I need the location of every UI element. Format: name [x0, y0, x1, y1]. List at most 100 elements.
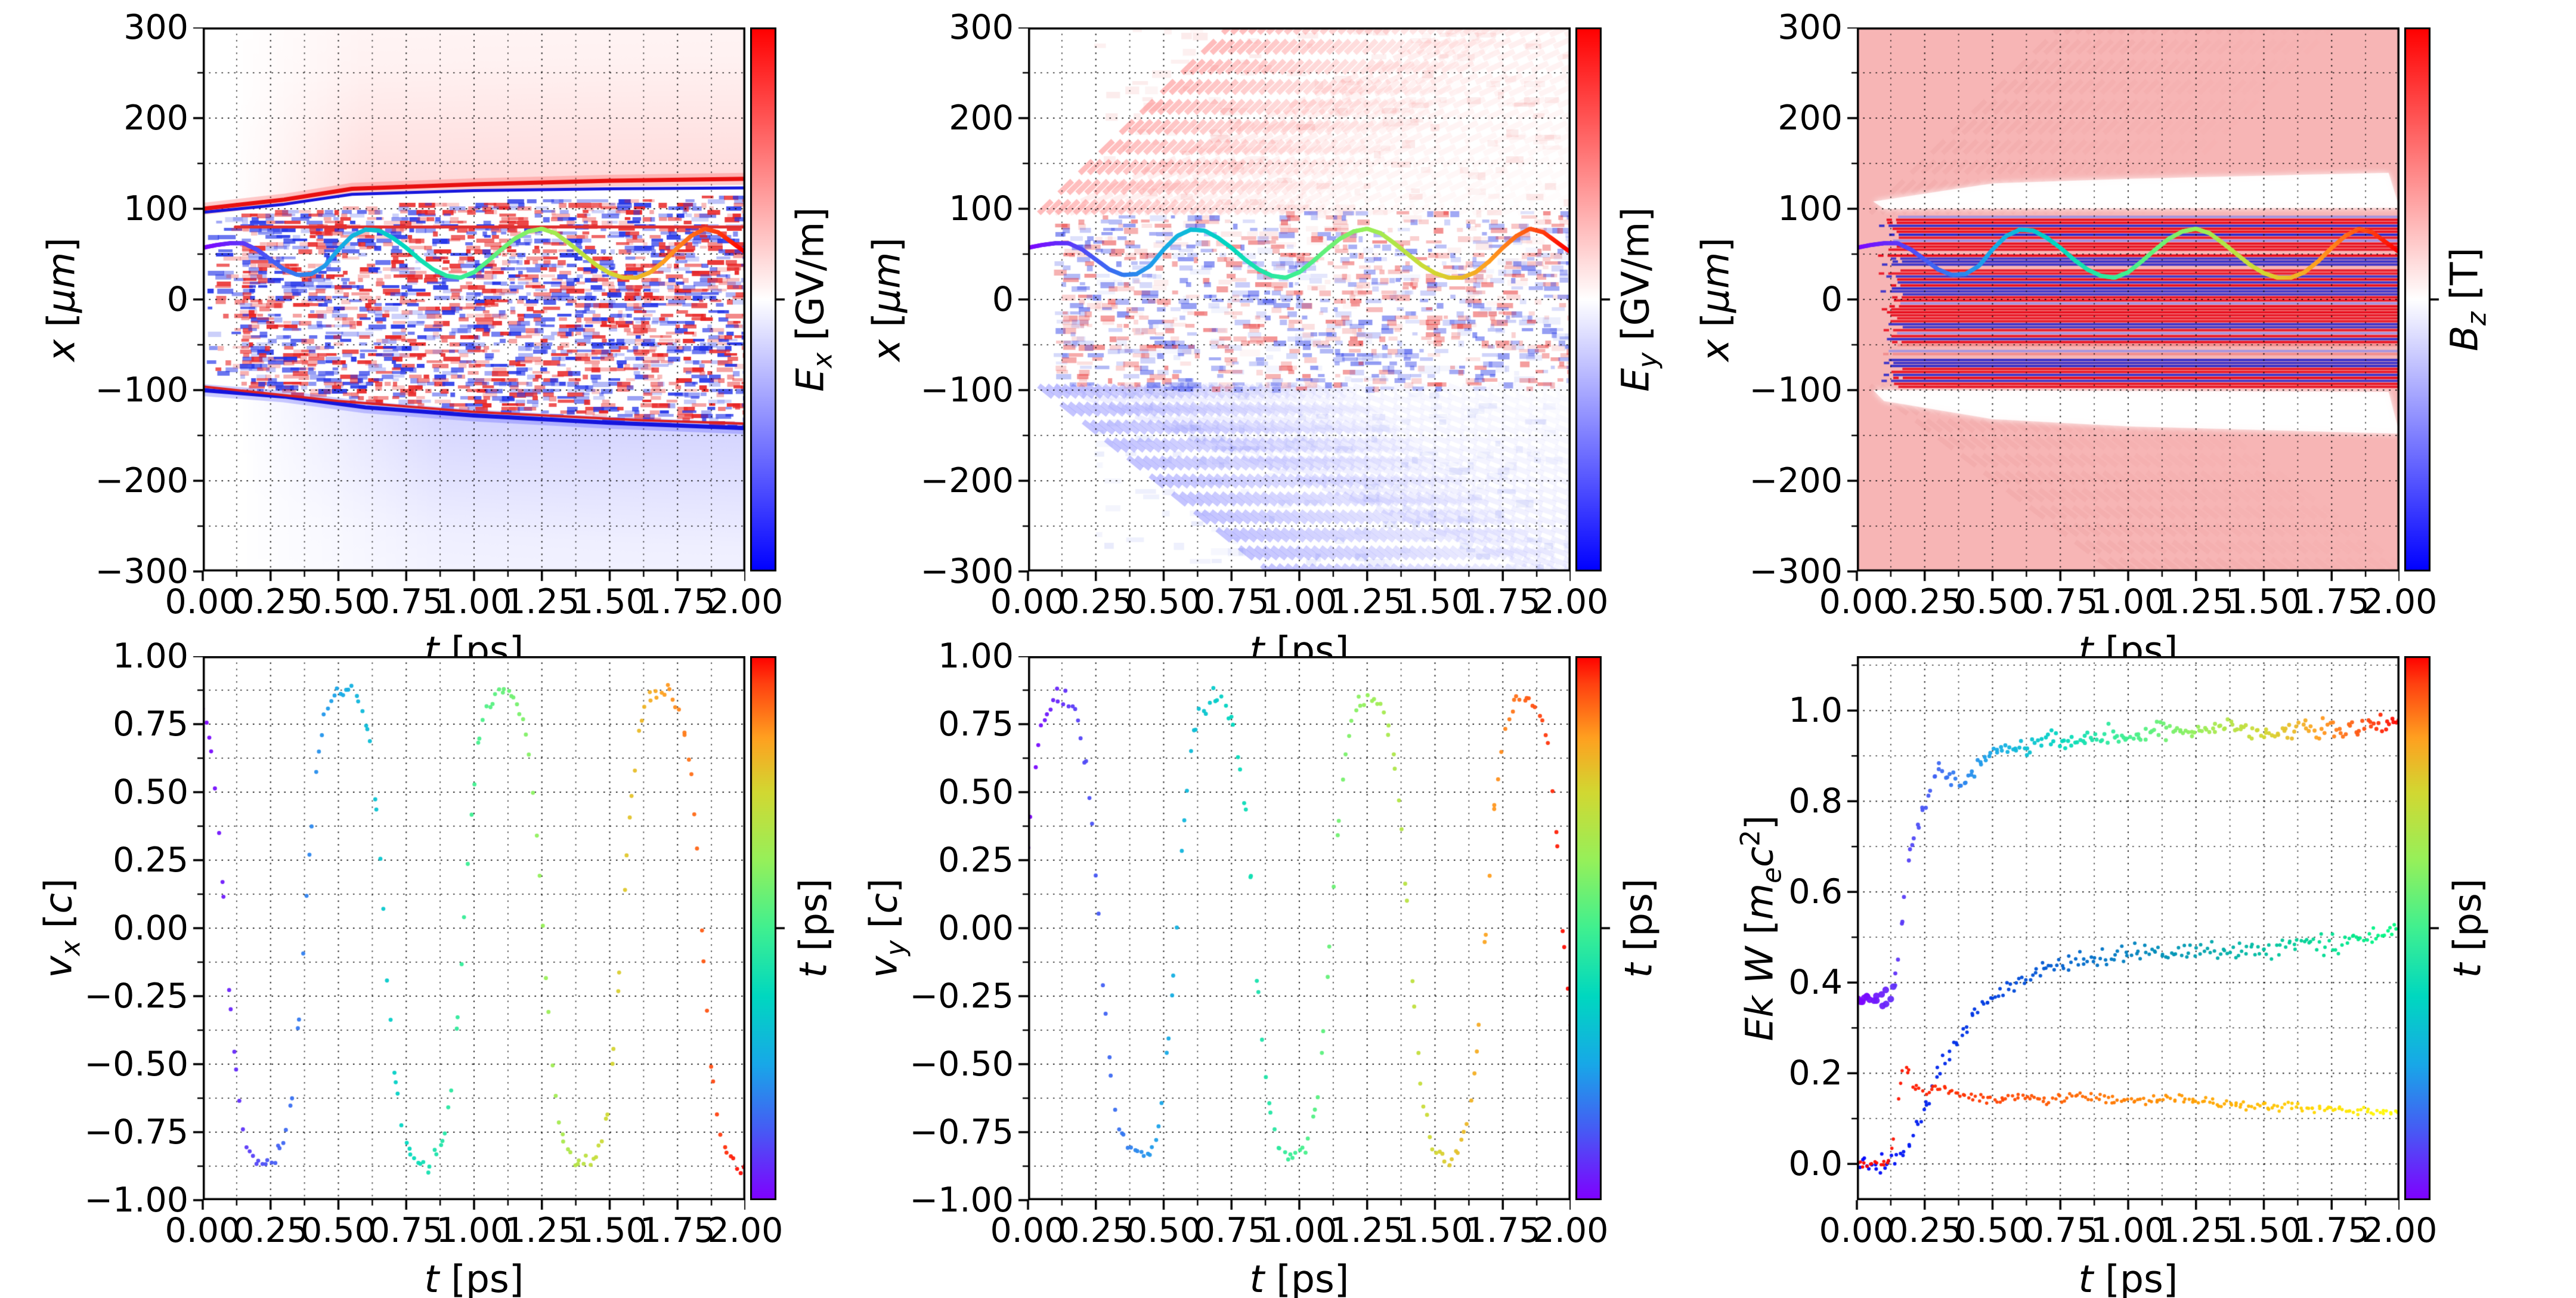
y-tick-label: 0.50: [113, 772, 188, 812]
y-tick-label: 0.0: [1788, 1144, 1843, 1184]
x-tick-label: 1.50: [572, 582, 648, 622]
y-tick-label: −100: [1749, 370, 1843, 410]
y-tick-label: 1.00: [938, 636, 1014, 676]
y-tick-label: −200: [1749, 461, 1843, 500]
y-tick-label: −0.75: [84, 1112, 188, 1152]
x-tick-label: 0.75: [2022, 1211, 2098, 1250]
x-tick-label: 1.25: [1329, 1211, 1405, 1250]
x-tick-label: 1.00: [436, 1211, 512, 1250]
x-axis-label: t [ps]: [424, 1257, 524, 1298]
y-tick-label: −0.50: [84, 1044, 188, 1084]
y-tick-label: 0: [992, 280, 1014, 319]
y-tick-label: 0: [1820, 280, 1843, 319]
y-tick-label: 0.75: [938, 704, 1014, 744]
x-tick-label: 1.25: [1329, 582, 1405, 622]
x-tick-label: 0.00: [1819, 582, 1895, 622]
x-tick-label: 1.75: [2293, 1211, 2370, 1250]
x-tick-label: 1.75: [2293, 582, 2370, 622]
x-tick-label: 1.50: [572, 1211, 648, 1250]
y-tick-label: −300: [95, 552, 188, 591]
x-tick-label: 0.75: [368, 582, 444, 622]
x-tick-label: 0.00: [1819, 1211, 1895, 1250]
x-tick-label: 0.00: [990, 1211, 1066, 1250]
x-tick-label: 0.50: [1126, 1211, 1202, 1250]
Ey_field_map-colorbar: [1575, 27, 1612, 571]
y-tick-label: −1.00: [909, 1180, 1014, 1220]
x-tick-label: 1.00: [1261, 1211, 1337, 1250]
Bz_field_map-canvas: [1841, 27, 2399, 587]
y-axis-label: vy [c]: [862, 878, 912, 978]
y-tick-label: 0.25: [113, 840, 188, 880]
x-tick-label: 0.25: [1058, 1211, 1134, 1250]
x-tick-label: 0.00: [165, 582, 241, 622]
y-tick-label: 100: [123, 189, 188, 228]
x-tick-label: 0.50: [301, 1211, 376, 1250]
Ex_field_map-canvas: [187, 27, 745, 587]
y-tick-label: −300: [1749, 552, 1843, 591]
x-tick-label: 0.50: [1126, 582, 1202, 622]
x-axis-label: t [ps]: [2078, 1257, 2178, 1298]
x-tick-label: 1.00: [2090, 582, 2166, 622]
x-tick-label: 1.25: [504, 1211, 580, 1250]
y-tick-label: 200: [123, 98, 188, 138]
x-tick-label: 0.25: [233, 582, 309, 622]
y-tick-label: 0.8: [1788, 781, 1843, 821]
x-tick-label: 2.00: [2361, 582, 2438, 622]
x-tick-label: 1.75: [1465, 1211, 1541, 1250]
y-tick-label: 200: [949, 98, 1014, 138]
x-tick-label: 0.75: [368, 1211, 444, 1250]
x-tick-label: 2.00: [1532, 1211, 1609, 1250]
x-tick-label: 1.75: [639, 582, 716, 622]
y-tick-label: 0.50: [938, 772, 1014, 812]
y-axis-label: vx [c]: [36, 878, 86, 978]
y-tick-label: 1.00: [113, 636, 188, 676]
Ex_field_map-colorbar: [750, 27, 787, 571]
y-tick-label: 0.25: [938, 840, 1014, 880]
x-tick-label: 0.50: [1955, 582, 2030, 622]
y-tick-label: 100: [1778, 189, 1843, 228]
y-tick-label: −200: [95, 461, 188, 500]
x-tick-label: 1.00: [1261, 582, 1337, 622]
y-tick-label: 0.6: [1788, 872, 1843, 912]
vy_scatter-colorbar: [1575, 656, 1612, 1200]
x-tick-label: 0.50: [1955, 1211, 2030, 1250]
x-tick-label: 1.25: [504, 582, 580, 622]
y-tick-label: 300: [123, 8, 188, 47]
y-axis-label: x [μm]: [39, 237, 83, 361]
x-tick-label: 0.25: [233, 1211, 309, 1250]
y-tick-label: −0.50: [909, 1044, 1014, 1084]
Ey_field_map-canvas: [1013, 27, 1571, 587]
x-tick-label: 0.75: [2022, 582, 2098, 622]
x-tick-label: 2.00: [1532, 582, 1609, 622]
y-tick-label: 100: [949, 189, 1014, 228]
colorbar-label: t [ps]: [2445, 878, 2490, 978]
y-tick-label: 0.4: [1788, 963, 1843, 1003]
x-tick-label: 1.50: [1397, 1211, 1473, 1250]
y-tick-label: −300: [920, 552, 1014, 591]
vx_scatter-canvas: [187, 656, 745, 1216]
vx_scatter-colorbar: [750, 656, 787, 1200]
x-tick-label: 0.25: [1887, 582, 1963, 622]
x-tick-label: 0.25: [1058, 582, 1134, 622]
y-tick-label: −100: [95, 370, 188, 410]
y-tick-label: −0.75: [909, 1112, 1014, 1152]
vy_scatter-canvas: [1013, 656, 1571, 1216]
colorbar-label: Bz [T]: [2442, 247, 2493, 352]
x-tick-label: 1.00: [2090, 1211, 2166, 1250]
y-tick-label: −100: [920, 370, 1014, 410]
y-tick-label: 200: [1778, 98, 1843, 138]
y-tick-label: −200: [920, 461, 1014, 500]
y-axis-label: x [μm]: [865, 237, 909, 361]
y-axis-label: Ek W [mec2]: [1735, 815, 1788, 1042]
x-tick-label: 1.50: [2226, 582, 2302, 622]
x-tick-label: 2.00: [707, 1211, 784, 1250]
y-tick-label: −1.00: [84, 1180, 188, 1220]
y-axis-label: x [μm]: [1693, 237, 1738, 361]
x-tick-label: 1.00: [436, 582, 512, 622]
y-tick-label: 300: [949, 8, 1014, 47]
y-tick-label: 300: [1778, 8, 1843, 47]
x-tick-label: 0.00: [165, 1211, 241, 1250]
x-tick-label: 0.25: [1887, 1211, 1963, 1250]
x-tick-label: 0.75: [1193, 1211, 1270, 1250]
